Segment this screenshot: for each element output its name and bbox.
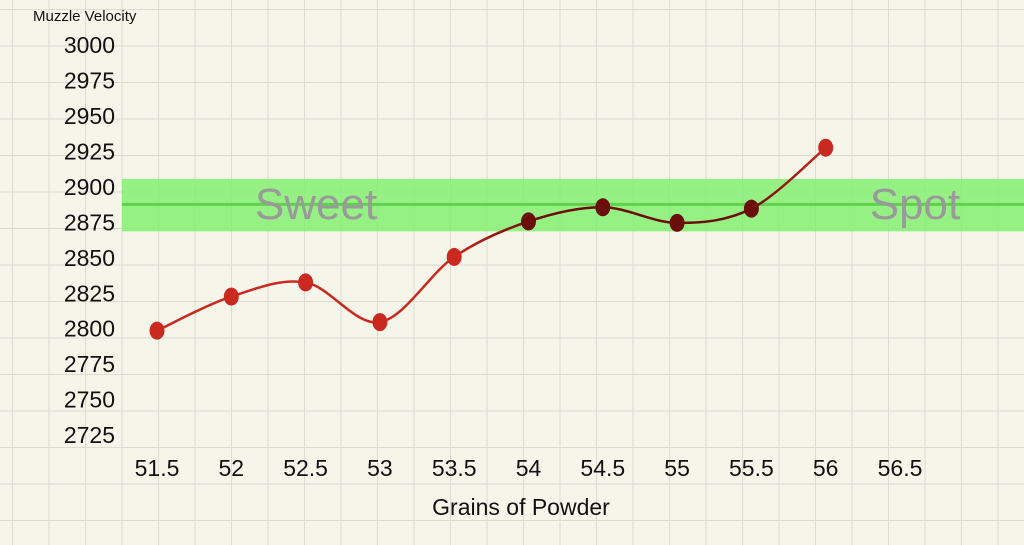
y-tick-label: 2825 — [64, 280, 115, 306]
band-label: Sweet — [255, 180, 377, 229]
x-tick-label: 53.5 — [432, 455, 477, 481]
y-tick-label: 3000 — [64, 32, 115, 58]
point — [595, 198, 611, 217]
point — [818, 138, 834, 157]
y-tick-label: 2950 — [64, 103, 115, 129]
y-tick-label: 2850 — [64, 245, 115, 271]
x-tick-label: 55 — [664, 455, 690, 481]
point — [298, 273, 314, 292]
point — [743, 199, 759, 218]
y-tick-label: 2875 — [64, 209, 115, 235]
point — [669, 213, 685, 232]
x-tick-label: 54.5 — [580, 455, 625, 481]
x-tick-label: 52 — [219, 455, 245, 481]
line — [156, 146, 827, 332]
y-tick-label: 2900 — [64, 174, 115, 200]
y-tick-label: 2725 — [64, 422, 115, 448]
y-tick-label: 2775 — [64, 351, 115, 377]
y-tick-label: 2925 — [64, 138, 115, 164]
band-label: Spot — [870, 180, 961, 229]
chart-title: Muzzle Velocity — [33, 8, 137, 25]
x-tick-label: 56.5 — [878, 455, 923, 481]
point — [149, 321, 165, 340]
y-tick-label: 2800 — [64, 316, 115, 342]
x-tick-label: 55.5 — [729, 455, 774, 481]
x-axis-title: Grains of Powder — [432, 494, 610, 520]
x-tick-label: 54 — [516, 455, 542, 481]
point — [446, 247, 462, 266]
y-tick-label: 2975 — [64, 68, 115, 94]
point — [372, 313, 388, 332]
y-tick-label: 2750 — [64, 387, 115, 413]
x-tick-label: 56 — [813, 455, 839, 481]
x-tick-label: 53 — [367, 455, 393, 481]
x-tick-label: 52.5 — [283, 455, 328, 481]
point — [521, 212, 536, 231]
point — [223, 287, 239, 306]
x-tick-label: 51.5 — [135, 455, 180, 481]
